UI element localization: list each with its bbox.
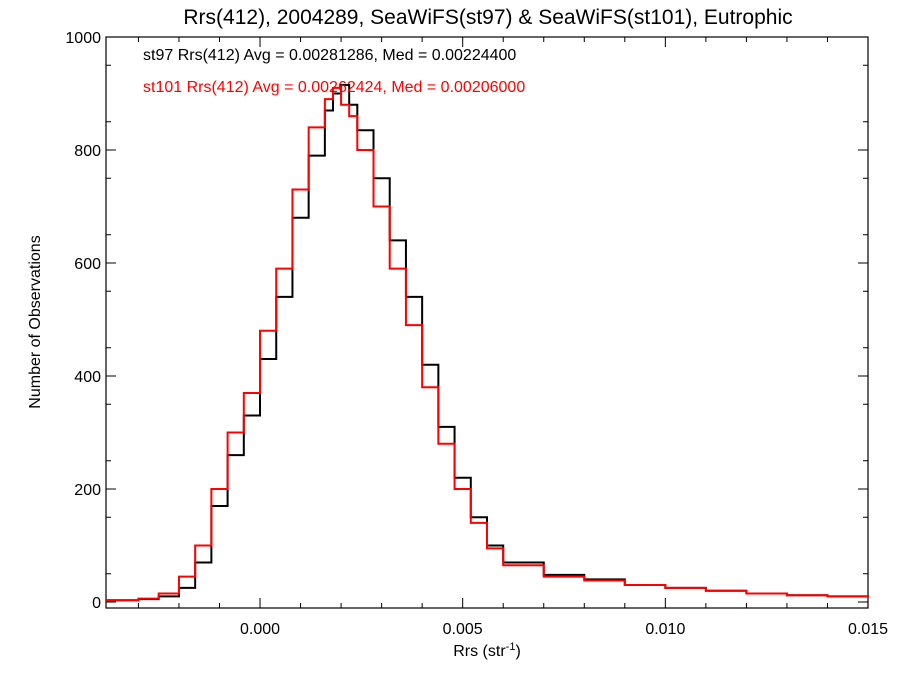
plot-frame [105, 36, 869, 609]
series-layer [106, 84, 869, 602]
x-axis-label: Rrs (str-1) [453, 641, 521, 660]
y-tick-label: 0 [92, 595, 101, 612]
x-axis-label-main: Rrs (str [453, 643, 506, 660]
x-tick-label: 0.015 [848, 621, 888, 638]
x-axis-label-sup: -1 [506, 641, 516, 653]
x-axis-label-close: ) [515, 643, 520, 660]
y-tick-label: 200 [74, 482, 101, 499]
x-tick-label: 0.000 [240, 621, 280, 638]
y-axis: 0 200 400 600 800 1000 [65, 30, 868, 612]
y-tick-label: 600 [74, 256, 101, 273]
y-tick-label: 800 [74, 143, 101, 160]
y-axis-label: Number of Observations [27, 235, 44, 408]
y-tick-label: 1000 [65, 30, 101, 47]
x-axis: 0.000 0.005 0.010 0.015 [137, 37, 888, 638]
chart-title: Rrs(412), 2004289, SeaWiFS(st97) & SeaWi… [183, 6, 792, 29]
x-tick-label: 0.005 [443, 621, 483, 638]
x-tick-label: 0.010 [645, 621, 685, 638]
annotation-st101: st101 Rrs(412) Avg = 0.00262424, Med = 0… [143, 79, 525, 96]
series-line-st101 [106, 86, 869, 602]
annotation-st97: st97 Rrs(412) Avg = 0.00281286, Med = 0.… [143, 47, 516, 64]
y-tick-label: 400 [74, 369, 101, 386]
